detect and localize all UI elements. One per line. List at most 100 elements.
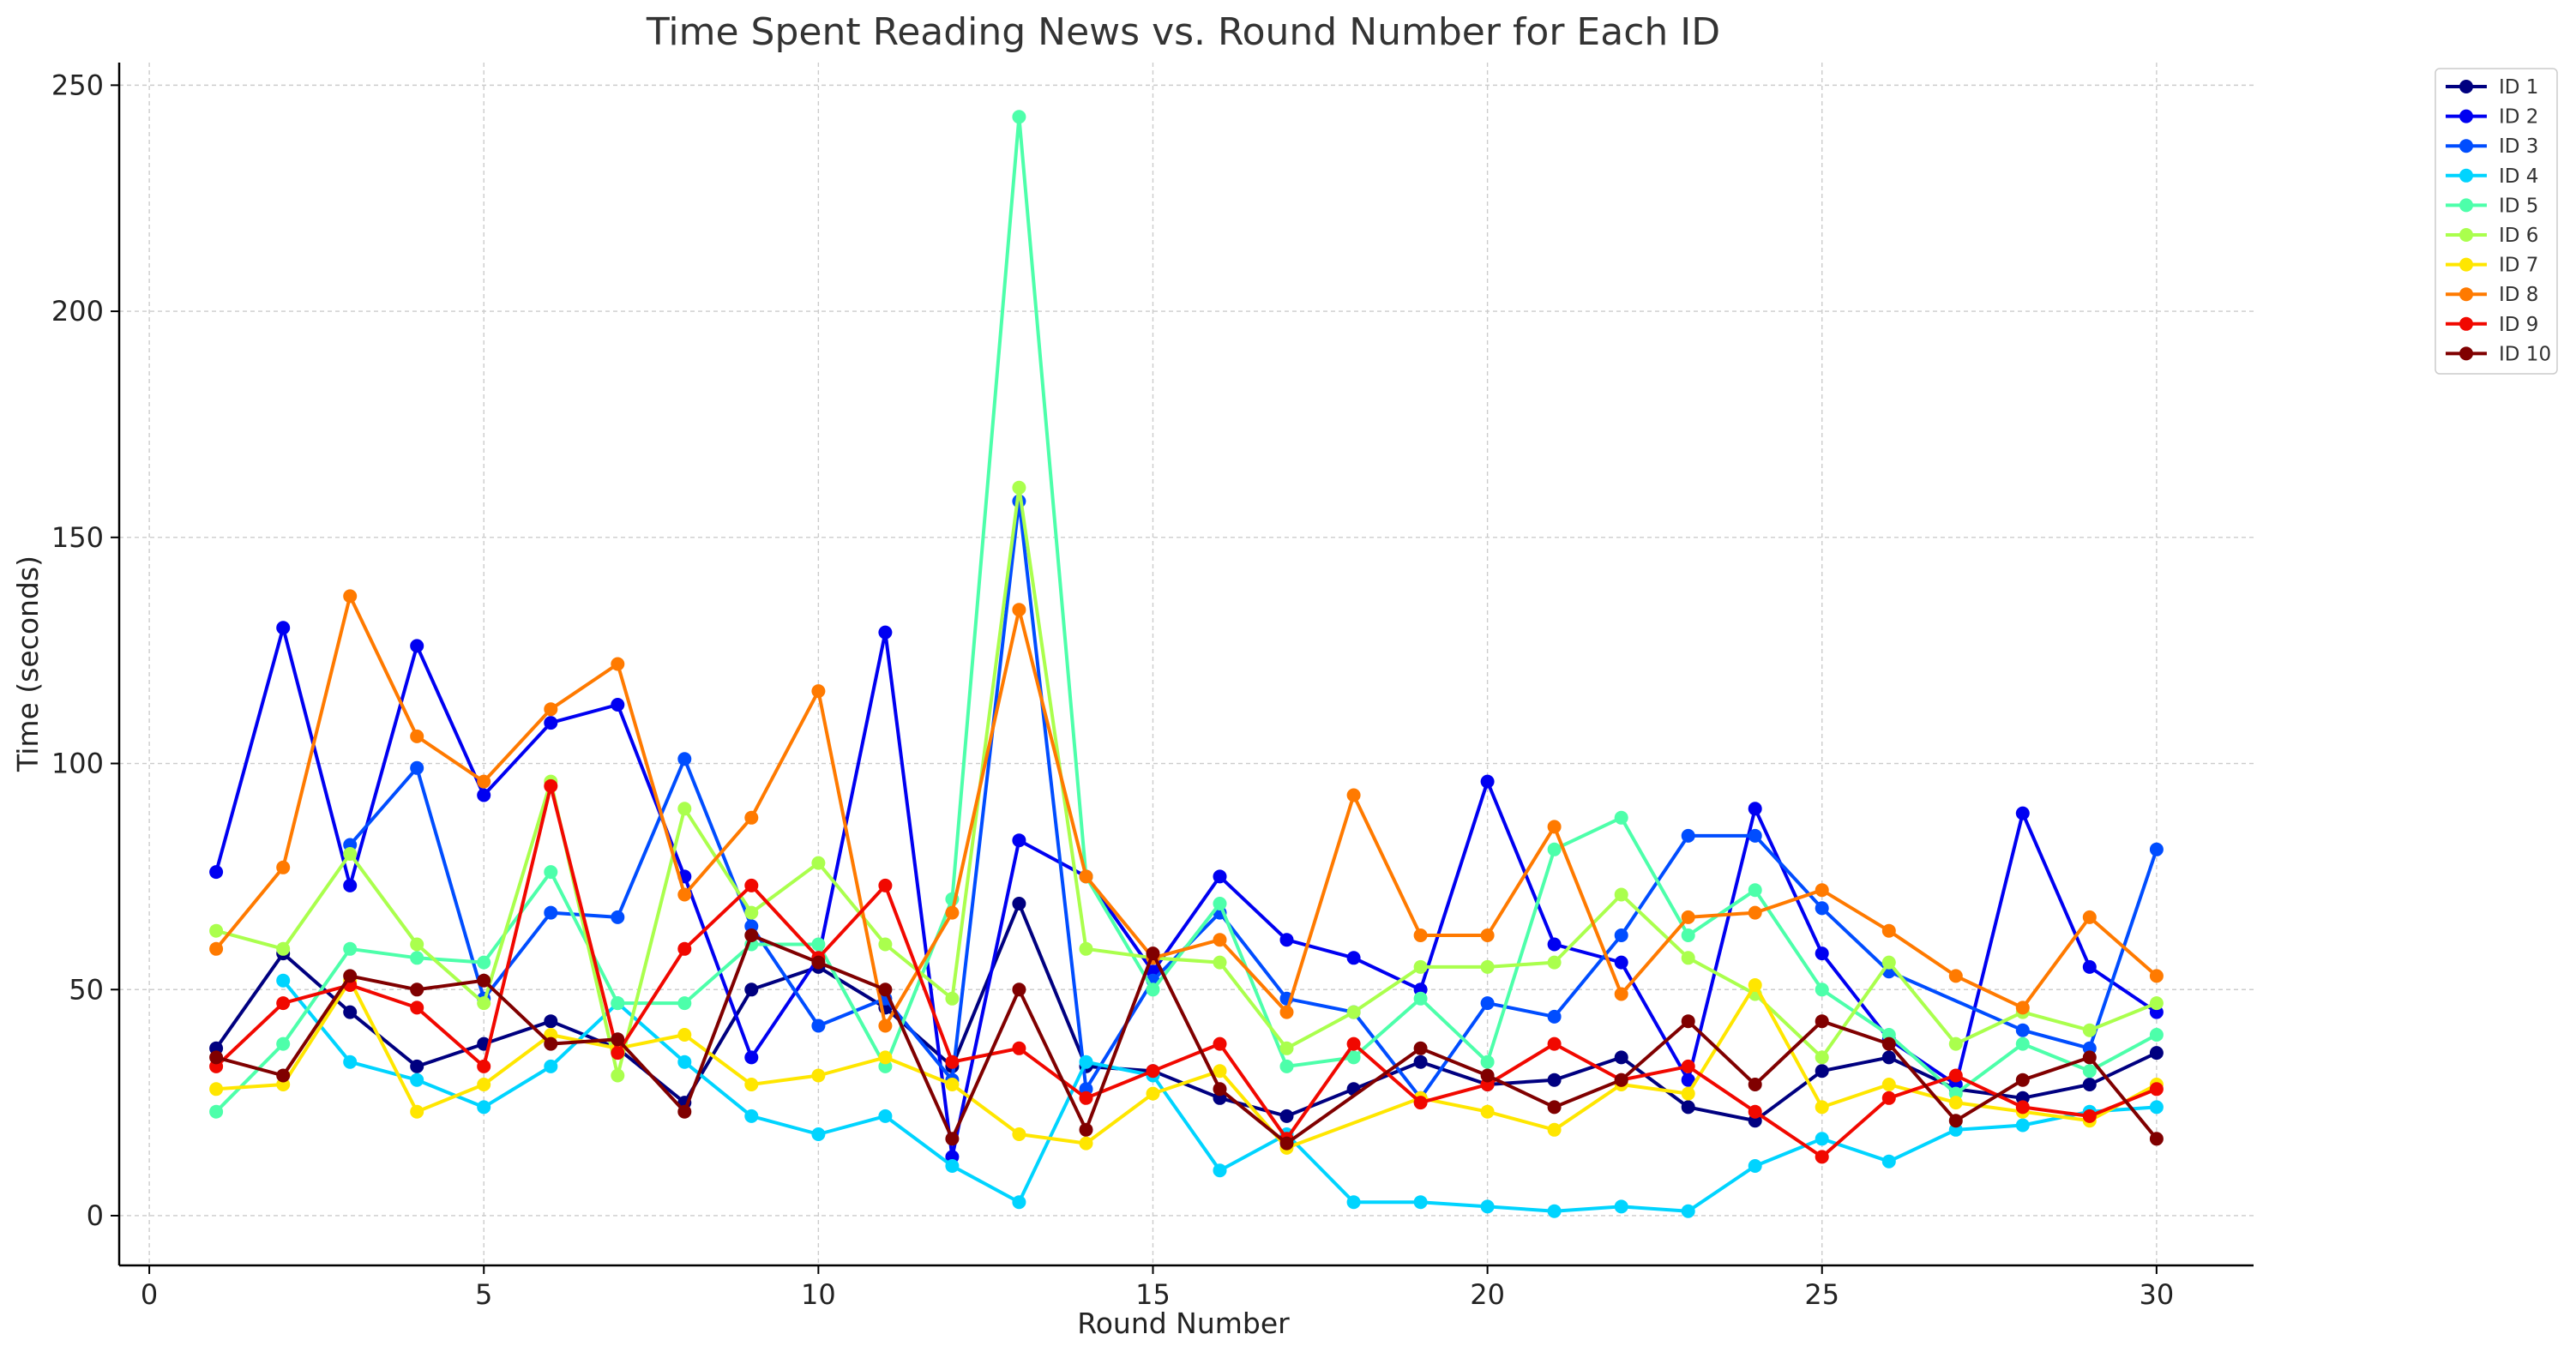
data-point <box>1079 1091 1093 1105</box>
x-axis-label: Round Number <box>1077 1307 1290 1340</box>
x-tick-label: 25 <box>1804 1278 1839 1311</box>
data-point <box>1815 883 1829 898</box>
data-point <box>1881 1154 1896 1169</box>
data-point <box>1279 1041 1294 1055</box>
data-point <box>1012 1127 1026 1141</box>
data-point <box>1547 1073 1562 1087</box>
data-point <box>1547 937 1562 952</box>
data-point <box>2149 1046 2164 1061</box>
data-point <box>410 1059 424 1073</box>
data-point <box>1012 833 1026 848</box>
data-point <box>1681 1059 1695 1073</box>
data-point <box>1547 1122 1562 1137</box>
data-point <box>1480 1104 1495 1119</box>
data-point <box>2082 1109 2097 1123</box>
data-point <box>1681 951 1695 965</box>
data-point <box>1480 1055 1495 1069</box>
data-point <box>611 910 625 924</box>
data-point <box>1413 928 1428 942</box>
data-point <box>1681 1073 1695 1087</box>
series-10 <box>209 928 2164 1151</box>
data-point <box>1815 1100 1829 1115</box>
data-point <box>276 860 291 874</box>
data-point <box>1079 869 1093 884</box>
data-point <box>1948 1068 1963 1083</box>
data-point <box>2149 969 2164 983</box>
y-tick-label: 100 <box>51 748 104 780</box>
data-point <box>1012 982 1026 997</box>
y-tick-label: 200 <box>51 295 104 327</box>
data-point <box>1547 1009 1562 1024</box>
data-point <box>1079 1055 1093 1069</box>
data-point <box>1748 1159 1762 1173</box>
data-point <box>1881 1078 1896 1091</box>
legend-item-7: ID 7 <box>2446 255 2538 277</box>
data-point <box>544 905 558 920</box>
data-point <box>945 1055 960 1069</box>
legend-item-10: ID 10 <box>2446 343 2551 365</box>
data-point <box>1213 897 1227 910</box>
data-point <box>2149 1082 2164 1097</box>
data-point <box>1480 996 1495 1011</box>
y-tick-label: 0 <box>87 1199 104 1232</box>
series-line-1 <box>214 902 2158 1123</box>
data-point <box>677 887 692 902</box>
data-point <box>410 1073 424 1087</box>
data-point <box>878 878 893 892</box>
data-point <box>611 698 625 712</box>
data-point <box>1948 969 1963 983</box>
data-point <box>945 905 960 920</box>
data-point <box>477 774 491 789</box>
legend-item-8: ID 8 <box>2446 284 2538 306</box>
data-point <box>477 788 491 802</box>
data-point <box>1413 1195 1428 1210</box>
x-tick-label: 5 <box>475 1278 492 1311</box>
data-point <box>1213 955 1227 970</box>
data-point <box>1681 828 1695 843</box>
series <box>209 110 2164 1218</box>
data-point <box>1948 1096 1963 1110</box>
y-tick-label: 50 <box>69 973 104 1006</box>
legend-label: ID 4 <box>2499 165 2538 188</box>
data-point <box>1480 928 1495 942</box>
data-point <box>744 905 759 920</box>
data-point <box>1146 1064 1160 1079</box>
data-point <box>811 856 826 870</box>
axes <box>117 63 2254 1267</box>
data-point <box>878 982 893 997</box>
data-point <box>744 982 759 997</box>
data-point <box>410 937 424 952</box>
data-point <box>1213 1163 1227 1178</box>
legend-item-4: ID 4 <box>2446 165 2538 188</box>
data-point <box>1681 1100 1695 1115</box>
data-point <box>2015 1037 2030 1051</box>
data-point <box>2015 1023 2030 1037</box>
data-point <box>1815 901 1829 916</box>
data-point <box>811 955 826 970</box>
data-point <box>410 951 424 965</box>
data-point <box>1480 1068 1495 1083</box>
data-point <box>343 969 358 983</box>
data-point <box>1346 788 1361 802</box>
legend-label: ID 9 <box>2499 314 2538 336</box>
data-point <box>1815 946 1829 961</box>
data-point <box>1815 1132 1829 1146</box>
data-point <box>209 941 224 956</box>
data-point <box>1748 802 1762 816</box>
grid <box>119 63 2254 1265</box>
data-point <box>611 1046 625 1061</box>
data-point <box>945 1159 960 1173</box>
data-point <box>343 589 358 604</box>
data-point <box>1279 1059 1294 1073</box>
x-tick-label: 30 <box>2140 1278 2175 1311</box>
legend-swatch-marker <box>2459 80 2473 93</box>
data-point <box>276 941 291 956</box>
data-point <box>945 991 960 1006</box>
data-point <box>1547 820 1562 834</box>
data-point <box>410 760 424 775</box>
data-point <box>744 878 759 892</box>
data-point <box>1279 1109 1294 1123</box>
legend-item-1: ID 1 <box>2446 76 2538 99</box>
data-point <box>878 937 893 952</box>
data-point <box>744 810 759 825</box>
